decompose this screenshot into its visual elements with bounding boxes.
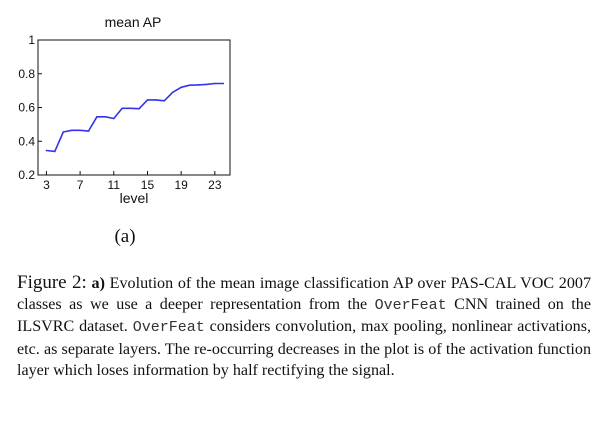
data-point [138,107,140,110]
data-point [180,86,182,89]
y-tick-label: 0.8 [18,67,35,81]
data-point [205,83,208,86]
y-tick-label: 1 [28,33,35,47]
y-axis-ticks: 0.2 0.4 0.6 0.8 1 [18,33,42,182]
x-tick-label: 15 [141,178,155,192]
x-axis-label: level [120,190,149,206]
x-axis-ticks: 3 7 11 15 19 23 [43,171,222,192]
caption-code-overfeat-1: OverFeat [374,297,447,315]
data-point [54,150,56,153]
data-point [62,131,65,133]
data-point [96,116,98,118]
caption-text-1: Evolution of the mean image classificati… [17,275,591,314]
data-point [188,84,191,86]
caption-code-overfeat-2: OverFeat [132,319,205,337]
mean-ap-line-chart: mean AP 0.2 0.4 0.6 0.8 1 3 7 11 15 19 23 level [18,14,231,206]
data-point [171,91,174,94]
mean-ap-data-points [45,82,225,153]
caption-text-3: considers convolution, max pooling, nonl… [17,318,592,379]
data-point [113,117,115,120]
chart-title: mean AP [105,14,162,30]
data-point [70,129,73,132]
x-tick-label: 7 [77,178,84,192]
x-tick-label: 23 [208,178,222,192]
x-tick-label: 19 [174,178,188,192]
y-tick-label: 0.4 [18,134,35,148]
data-point [214,82,216,85]
data-point [163,100,166,102]
data-point [146,99,149,101]
caption-part-label: a) [91,275,105,292]
figure-caption: Figure 2: a) Evolution of the mean image… [17,272,591,381]
caption-text-2: CNN trained on the ILSVRC dataset. [17,296,591,336]
data-point [79,129,81,132]
data-point [197,84,199,86]
data-point [222,82,225,85]
x-tick-label: 11 [108,178,121,192]
data-point [155,99,157,101]
x-tick-label: 3 [43,178,50,192]
data-point [45,149,48,152]
data-point [121,107,123,110]
plot-frame [37,39,231,176]
data-point [104,116,107,118]
mean-ap-series-line [46,82,224,153]
y-tick-label: 0.2 [18,168,35,182]
caption-figure-number: Figure 2: [17,272,87,293]
y-tick-label: 0.6 [18,101,35,115]
subfigure-label: (a) [114,226,136,247]
data-point [129,107,132,110]
data-point [87,130,90,132]
